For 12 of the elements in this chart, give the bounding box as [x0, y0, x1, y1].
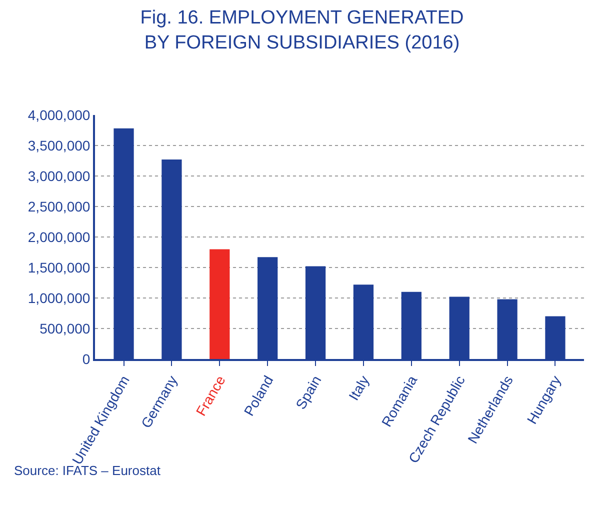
y-tick-label: 1,000,000: [28, 290, 90, 306]
y-tick-label: 0: [82, 350, 90, 367]
y-tick-label: 3,000,000: [28, 168, 90, 184]
y-tick-label: 500,000: [40, 320, 90, 336]
y-tick-label: 4,000,000: [28, 106, 90, 123]
y-tick-label: 3,500,000: [28, 137, 90, 154]
source-note: Source: IFATS – Eurostat: [14, 463, 161, 478]
y-tick-label: 2,500,000: [28, 198, 90, 214]
chart-title: Fig. 16. EMPLOYMENT GENERATED BY FOREIGN SUBSIDIARIES (2016): [140, 8, 464, 54]
y-tick-label: 2,000,000: [28, 228, 90, 245]
y-tick-label: 1,500,000: [28, 259, 90, 276]
bar: [210, 249, 230, 359]
